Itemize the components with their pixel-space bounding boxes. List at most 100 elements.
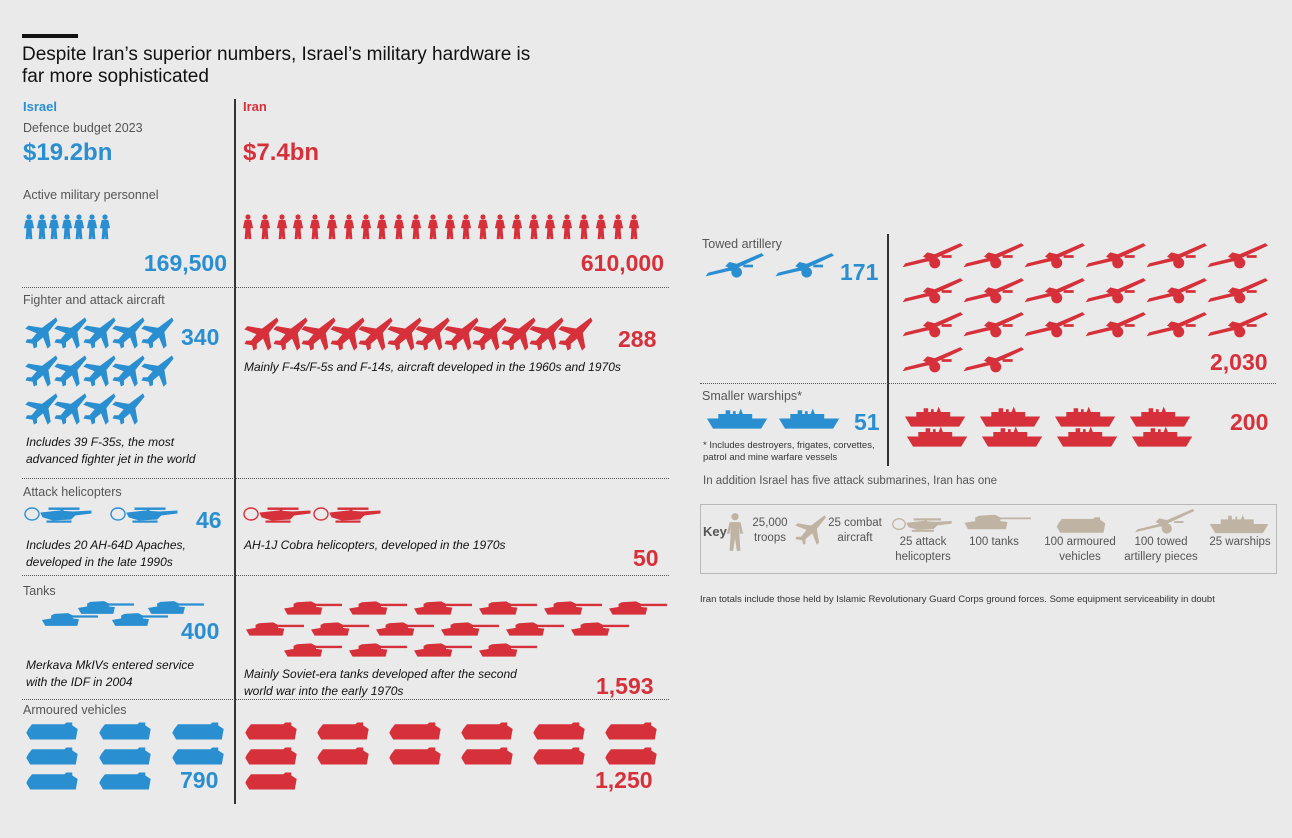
israel-armoured-icon (26, 747, 78, 765)
iran-soldier-icon (293, 214, 304, 240)
iran-armoured-icon (245, 722, 297, 740)
aircraft-label: Fighter and attack aircraft (23, 293, 165, 307)
iran-tank-icon (349, 601, 407, 615)
iran-tanks-value: 1,593 (596, 673, 654, 699)
iran-artillery-icon (1147, 243, 1207, 269)
israel-soldier-icon (61, 214, 72, 240)
iran-soldier-icon (343, 214, 354, 240)
iran-warship-icon (1132, 427, 1192, 447)
key-warship-icon (1209, 514, 1269, 534)
key-artillery-label: 100 towed artillery pieces (1124, 536, 1198, 563)
iran-armoured-icon (605, 722, 657, 740)
iran-tank-icon (544, 601, 602, 615)
iran-artillery-icon (964, 277, 1024, 303)
artillery-label: Towed artillery (702, 237, 782, 251)
iran-tank-icon (571, 622, 629, 636)
israel-armoured-icon (99, 772, 151, 790)
iran-armoured-icon (317, 722, 369, 740)
helicopters-label: Attack helicopters (23, 485, 122, 499)
iran-soldier-icon (478, 214, 489, 240)
israel-warship-icon (779, 409, 839, 429)
israel-armoured-icon (26, 772, 78, 790)
iran-artillery-icon (903, 243, 963, 269)
israel-column-head: Israel (23, 99, 57, 114)
iran-helicopter-icon (243, 507, 311, 523)
iran-warship-icon (982, 427, 1042, 447)
key-aircraft-label: 25 combat aircraft (828, 517, 882, 544)
key-title: Key (703, 524, 727, 539)
israel-armoured-icon (99, 747, 151, 765)
iran-soldier-icon (612, 214, 623, 240)
key-artillery-icon (1135, 509, 1195, 534)
iran-tank-icons (242, 600, 667, 660)
iran-artillery-icon (903, 346, 963, 372)
iran-tank-icon (609, 601, 667, 615)
iran-artillery-icon (1208, 243, 1268, 269)
iran-artillery-icon (1147, 312, 1207, 338)
key-helicopters-label: 25 attack helicopters (895, 536, 951, 563)
israel-aircraft-note: Includes 39 F-35s, the most advanced fig… (26, 435, 196, 466)
iran-tank-icon (414, 643, 472, 657)
iran-artillery-icon (903, 312, 963, 338)
submarines-note: In addition Israel has five attack subma… (703, 475, 998, 487)
iran-soldier-icon (327, 214, 337, 240)
iran-warship-icon (1130, 407, 1190, 427)
key-armoured-icon (1056, 517, 1106, 533)
iran-armoured-icon (605, 747, 657, 765)
iran-soldier-icon (562, 214, 573, 240)
iran-artillery-icon (1086, 243, 1146, 269)
iran-personnel-value: 610,000 (580, 250, 664, 276)
warships-footnote: * Includes destroyers, frigates, corvett… (703, 440, 875, 463)
tanks-label: Tanks (23, 584, 56, 598)
israel-soldier-icon (24, 214, 34, 240)
left-column-divider (234, 99, 236, 804)
iran-armoured-value: 1,250 (595, 767, 653, 793)
key-troops-label: 25,000 troops (752, 517, 788, 544)
iran-warship-icon (907, 427, 967, 447)
iran-armoured-icon (389, 722, 441, 740)
iran-soldier-icon (310, 214, 321, 240)
israel-soldier-icon (99, 214, 110, 240)
israel-tank-icons (38, 600, 204, 652)
key-aircraft-icon (795, 515, 826, 545)
iran-soldier-icon (545, 214, 556, 240)
iran-artillery-icon (903, 277, 963, 303)
israel-armoured-icon (172, 722, 224, 740)
israel-tanks-value: 400 (181, 618, 220, 644)
israel-tank-icon (112, 613, 168, 626)
separator-warships (700, 383, 1276, 384)
israel-artillery-icon (706, 253, 764, 278)
israel-soldier-icon (36, 214, 47, 240)
title-rule (22, 34, 78, 38)
iran-tank-icon (506, 622, 564, 636)
iran-artillery-icon (1147, 277, 1207, 303)
israel-warship-icon (707, 409, 767, 429)
iran-armoured-icon (533, 747, 585, 765)
israel-helicopters-note: Includes 20 AH-64D Apaches, developed in… (26, 538, 186, 569)
iran-artillery-icon (1208, 312, 1268, 338)
key-helicopter-icon (892, 518, 952, 532)
iran-artillery-icon (964, 312, 1024, 338)
key-warships-label: 25 warships (1209, 536, 1271, 548)
iran-armoured-icon (461, 747, 513, 765)
iran-soldier-icon (377, 214, 388, 240)
israel-aircraft-value: 340 (181, 324, 220, 350)
separator-aircraft (22, 287, 669, 288)
israel-armoured-value: 790 (180, 767, 219, 793)
iran-artillery-icon (1086, 312, 1146, 338)
iran-artillery-icon (1025, 312, 1085, 338)
personnel-label: Active military personnel (23, 188, 159, 202)
iran-tank-icon (376, 622, 434, 636)
israel-jet-icon (112, 393, 145, 425)
israel-artillery-icon (776, 253, 834, 278)
iran-warship-icon (1055, 407, 1115, 427)
iran-soldier-icon (427, 214, 438, 240)
iran-tank-icon (441, 622, 499, 636)
iran-soldier-icon (394, 214, 405, 240)
separator-armoured (22, 699, 669, 700)
iran-soldier-icon (595, 214, 606, 240)
separator-helicopters (22, 478, 669, 479)
israel-warships-value: 51 (854, 409, 880, 435)
israel-armoured-icon (99, 722, 151, 740)
budget-label: Defence budget 2023 (23, 121, 143, 135)
